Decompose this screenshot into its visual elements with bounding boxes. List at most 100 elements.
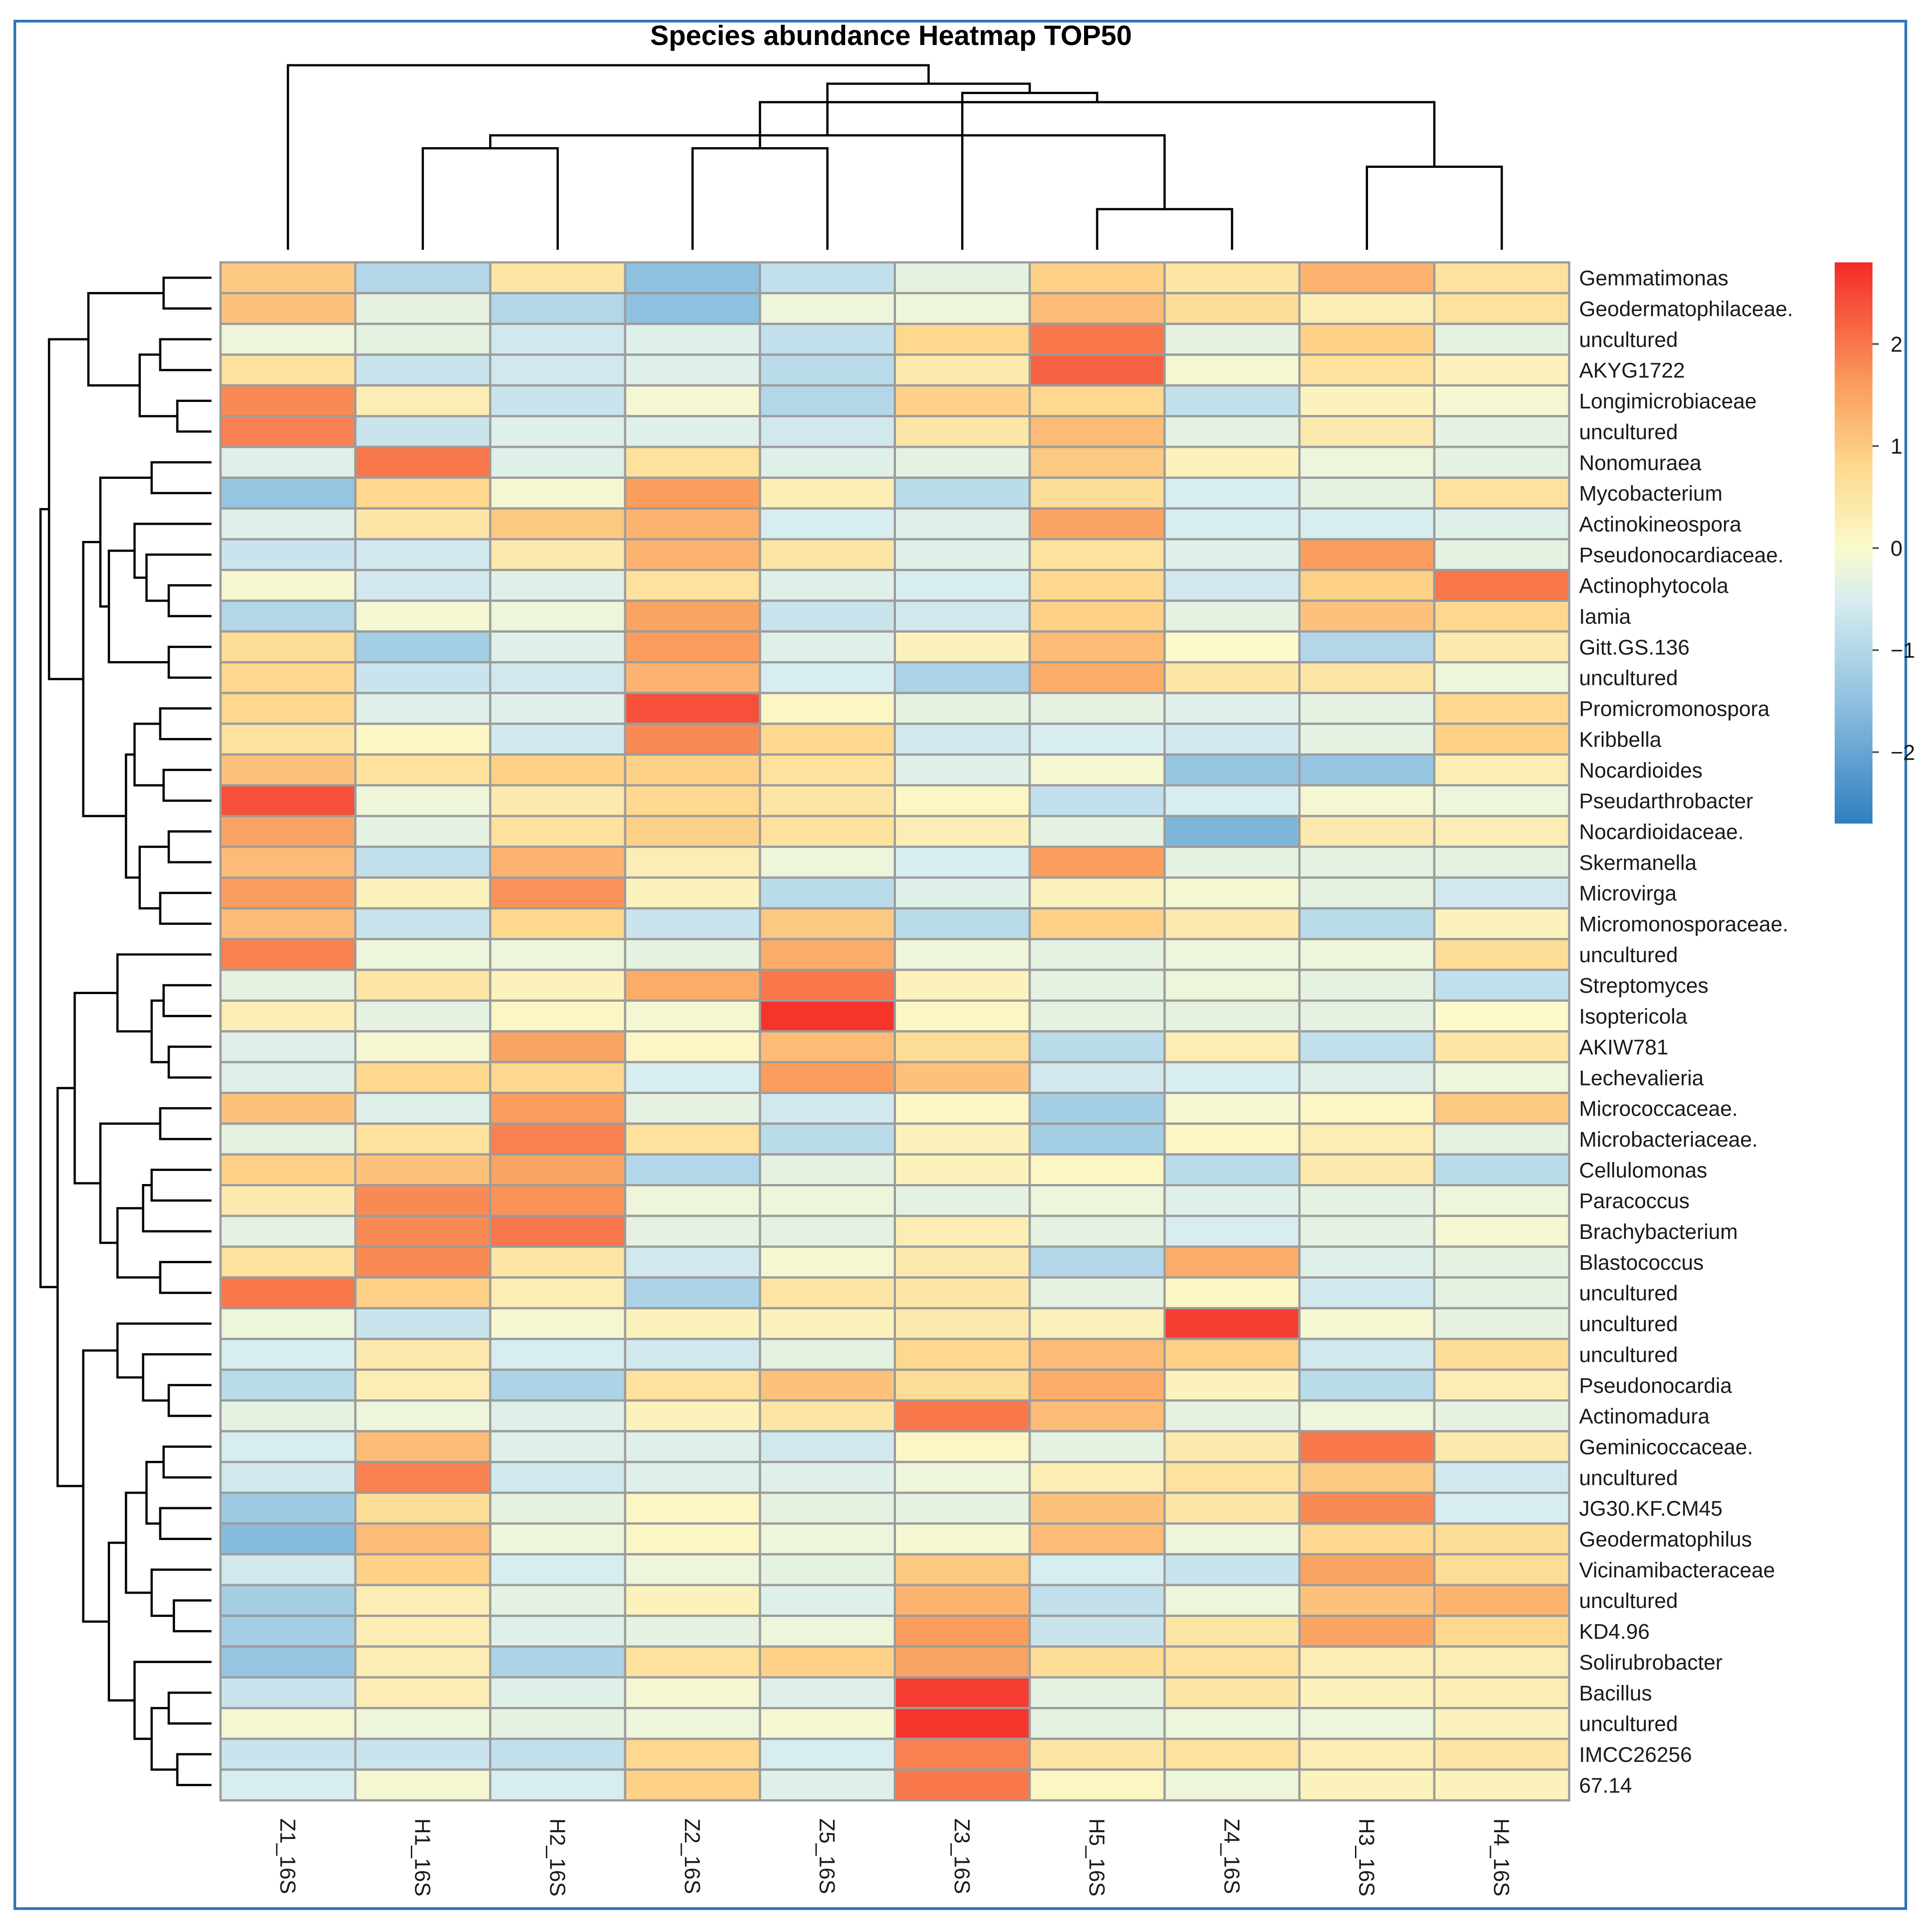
heatmap-cell — [894, 815, 1031, 848]
heatmap-cell — [1298, 876, 1436, 910]
heatmap-cell — [894, 1614, 1031, 1648]
heatmap-cell — [624, 938, 761, 971]
heatmap-cell — [759, 1122, 896, 1156]
row-dendrogram-branch — [159, 1261, 212, 1294]
heatmap-cell — [1028, 1461, 1166, 1494]
heatmap-cell — [1163, 661, 1301, 694]
row-label: Streptomyces — [1579, 973, 1708, 997]
row-label: uncultured — [1579, 1589, 1678, 1612]
heatmap-cell — [894, 1122, 1031, 1156]
heatmap-cell — [759, 1030, 896, 1063]
heatmap-cell — [489, 1430, 626, 1464]
heatmap-cell — [219, 1276, 357, 1310]
row-dendrogram-branch — [116, 1322, 212, 1379]
row-label: Pseudonocardia — [1579, 1374, 1733, 1397]
heatmap-cell — [1298, 907, 1436, 941]
heatmap-cell — [1163, 1276, 1301, 1310]
heatmap-cell — [219, 968, 357, 1002]
heatmap-cell — [219, 1430, 357, 1464]
row-dendrogram-branch — [108, 549, 169, 664]
heatmap-cell — [624, 261, 761, 294]
heatmap-cell — [354, 292, 491, 325]
heatmap-cell — [1028, 569, 1166, 602]
heatmap-cell — [624, 599, 761, 633]
heatmap-cell — [624, 846, 761, 879]
row-label: uncultured — [1579, 420, 1678, 444]
heatmap-cell — [894, 538, 1031, 572]
heatmap-cell — [219, 1307, 357, 1340]
heatmap-cell — [354, 1707, 491, 1740]
column-label: H5_16S — [1085, 1819, 1108, 1896]
heatmap-cell — [759, 753, 896, 787]
heatmap-cell — [219, 1153, 357, 1186]
row-label: Nocardioidaceae. — [1579, 820, 1744, 843]
heatmap-cell — [354, 1584, 491, 1617]
row-label: Brachybacterium — [1579, 1220, 1738, 1243]
heatmap-cell — [894, 476, 1031, 510]
heatmap-cell — [894, 692, 1031, 725]
heatmap-cell — [219, 1522, 357, 1556]
heatmap-cell — [894, 1276, 1031, 1310]
heatmap-cell — [759, 692, 896, 725]
heatmap-cell — [219, 1491, 357, 1525]
row-label: Lechevalieria — [1579, 1066, 1704, 1090]
heatmap-cell — [1163, 569, 1301, 602]
heatmap-cell — [759, 1245, 896, 1279]
heatmap-cell — [1028, 1276, 1166, 1310]
heatmap-cell — [489, 1369, 626, 1402]
heatmap-cell — [1163, 1707, 1301, 1740]
heatmap-cell — [219, 1369, 357, 1402]
heatmap-cell — [624, 384, 761, 418]
heatmap-cell — [1163, 968, 1301, 1002]
row-label: Geodermatophilaceae. — [1579, 297, 1793, 321]
heatmap-cell — [1433, 1122, 1571, 1156]
heatmap-cell — [489, 1553, 626, 1586]
column-label: Z1_16S — [275, 1819, 299, 1894]
heatmap-cell — [1163, 1061, 1301, 1094]
heatmap-cell — [1433, 1369, 1571, 1402]
row-label: Geminicoccaceae. — [1579, 1435, 1753, 1459]
heatmap-cell — [894, 415, 1031, 448]
heatmap-cell — [219, 1215, 357, 1248]
heatmap-cell — [489, 722, 626, 756]
heatmap-cell — [1163, 599, 1301, 633]
heatmap-cell — [1298, 1061, 1436, 1094]
row-label: uncultured — [1579, 1466, 1678, 1490]
heatmap-cell — [219, 1122, 357, 1156]
heatmap-cell — [489, 1215, 626, 1248]
heatmap-cell — [1028, 938, 1166, 971]
row-dendrogram-branch — [116, 1207, 160, 1279]
heatmap-cell — [894, 846, 1031, 879]
column-dendrogram — [287, 64, 1503, 250]
heatmap-cell — [489, 1676, 626, 1709]
heatmap-cell — [1433, 1584, 1571, 1617]
row-label: Nocardioides — [1579, 758, 1702, 782]
column-label: Z4_16S — [1220, 1819, 1243, 1894]
heatmap-cell — [894, 968, 1031, 1002]
heatmap-cell — [219, 1245, 357, 1279]
heatmap-cell — [1433, 784, 1571, 817]
row-label: Vicinamibacteraceae — [1579, 1558, 1775, 1582]
heatmap-cell — [1163, 1307, 1301, 1340]
heatmap-cell — [1028, 753, 1166, 787]
heatmap-cell — [624, 1091, 761, 1125]
heatmap-cell — [759, 1676, 896, 1709]
heatmap-cell — [219, 661, 357, 694]
heatmap-cell — [894, 876, 1031, 910]
heatmap-cell — [1163, 1461, 1301, 1494]
heatmap-cell — [1433, 1399, 1571, 1432]
heatmap-cell — [354, 1153, 491, 1186]
heatmap-cell — [1298, 1461, 1436, 1494]
row-label: Mycobacterium — [1579, 482, 1723, 505]
heatmap-cell — [1163, 784, 1301, 817]
heatmap-cell — [489, 323, 626, 356]
heatmap-cell — [489, 1584, 626, 1617]
heatmap-cell — [759, 476, 896, 510]
heatmap-cell — [1298, 1768, 1436, 1801]
row-dendrogram-branch — [150, 1568, 212, 1617]
heatmap-cell — [759, 846, 896, 879]
heatmap-cell — [1298, 1369, 1436, 1402]
heatmap-cell — [1298, 1707, 1436, 1740]
heatmap-cell — [1028, 1707, 1166, 1740]
heatmap-cell — [219, 1645, 357, 1679]
